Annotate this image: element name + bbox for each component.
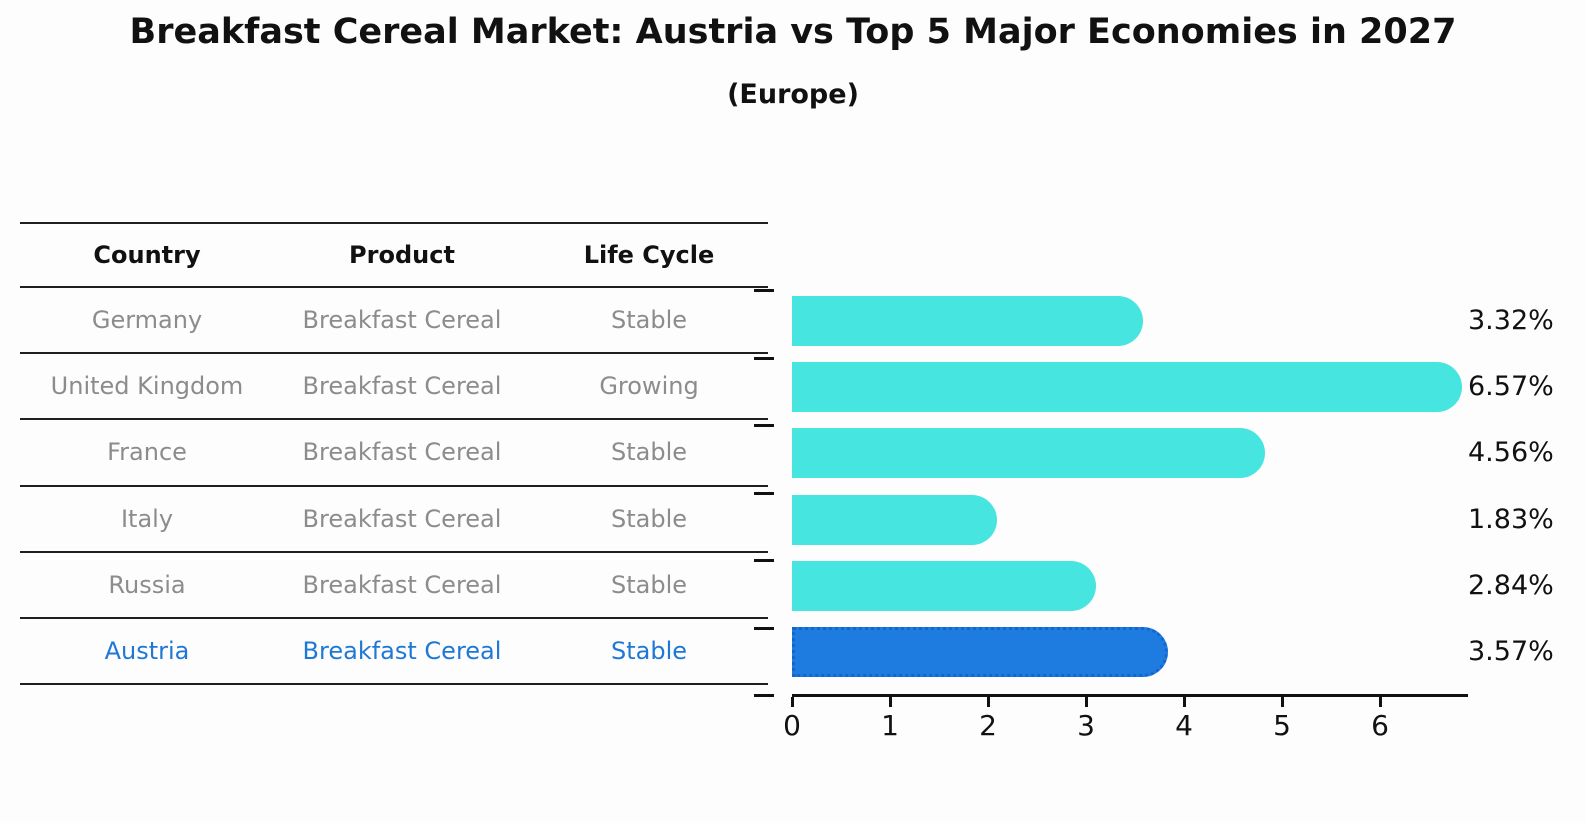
x-tick <box>889 697 892 707</box>
product-cell: Breakfast Cereal <box>302 570 502 599</box>
y-tick <box>754 694 774 697</box>
table-row-united-kingdom: United Kingdom Breakfast Cereal Growing <box>20 354 768 421</box>
country-cell: United Kingdom <box>50 372 244 401</box>
product-cell: Breakfast Cereal <box>302 372 502 401</box>
x-axis-line <box>792 694 1468 697</box>
bar-italy <box>792 494 998 545</box>
value-label-russia: 2.84% <box>1468 569 1554 601</box>
lifecycle-cell: Stable <box>610 504 688 533</box>
column-header-lifecycle: Life Cycle <box>583 241 715 269</box>
bar-united-kingdom <box>792 362 1462 413</box>
x-tick-label: 1 <box>881 709 899 742</box>
page-title: Breakfast Cereal Market: Austria vs Top … <box>129 12 1457 52</box>
country-cell: Italy <box>120 504 174 533</box>
product-cell: Breakfast Cereal <box>302 306 502 335</box>
lifecycle-cell: Stable <box>610 570 688 599</box>
bar-austria <box>792 627 1168 677</box>
column-header-country: Country <box>93 241 201 269</box>
value-label-germany: 3.32% <box>1468 305 1554 336</box>
y-tick <box>754 492 774 495</box>
y-tick <box>754 627 774 630</box>
product-cell: Breakfast Cereal <box>302 637 502 666</box>
table-row-germany: Germany Breakfast Cereal Stable <box>20 288 768 355</box>
value-label-austria: 3.57% <box>1468 636 1554 667</box>
table-row-austria: Austria Breakfast Cereal Stable <box>20 619 768 686</box>
table-row-italy: Italy Breakfast Cereal Stable <box>20 487 768 553</box>
lifecycle-cell: Growing <box>599 372 699 401</box>
country-cell: France <box>107 438 187 467</box>
y-tick <box>754 357 774 360</box>
lifecycle-cell: Stable <box>610 438 688 467</box>
country-cell: Austria <box>104 637 190 666</box>
y-tick <box>754 424 774 427</box>
x-tick <box>1183 697 1186 707</box>
table-row-france: France Breakfast Cereal Stable <box>20 420 768 487</box>
x-tick <box>1085 697 1088 707</box>
x-tick-label: 6 <box>1371 709 1389 742</box>
x-tick-label: 0 <box>783 709 801 742</box>
product-cell: Breakfast Cereal <box>302 504 502 533</box>
x-tick-label: 2 <box>979 709 997 742</box>
bar-russia <box>792 560 1097 611</box>
x-tick-label: 4 <box>1175 709 1193 742</box>
column-header-product: Product <box>349 241 455 269</box>
country-cell: Russia <box>108 570 186 599</box>
page-subtitle: (Europe) <box>727 79 859 110</box>
bar-france <box>792 428 1265 479</box>
product-cell: Breakfast Cereal <box>302 438 502 467</box>
x-tick-label: 5 <box>1273 709 1291 742</box>
y-tick <box>754 559 774 562</box>
x-tick <box>1379 697 1382 707</box>
x-tick <box>791 697 794 707</box>
value-label-united-kingdom: 6.57% <box>1468 371 1554 403</box>
data-table: Country Product Life Cycle Germany Break… <box>20 222 768 686</box>
table-header-row: Country Product Life Cycle <box>20 222 768 288</box>
x-tick <box>1281 697 1284 707</box>
table-row-russia: Russia Breakfast Cereal Stable <box>20 553 768 619</box>
value-label-italy: 1.83% <box>1468 503 1554 535</box>
x-tick <box>987 697 990 707</box>
country-cell: Germany <box>91 306 203 335</box>
y-tick <box>754 289 774 292</box>
lifecycle-cell: Stable <box>610 637 688 666</box>
x-tick-label: 3 <box>1077 709 1095 742</box>
value-label-france: 4.56% <box>1468 437 1554 469</box>
bar-germany <box>792 296 1144 346</box>
lifecycle-cell: Stable <box>610 306 688 335</box>
